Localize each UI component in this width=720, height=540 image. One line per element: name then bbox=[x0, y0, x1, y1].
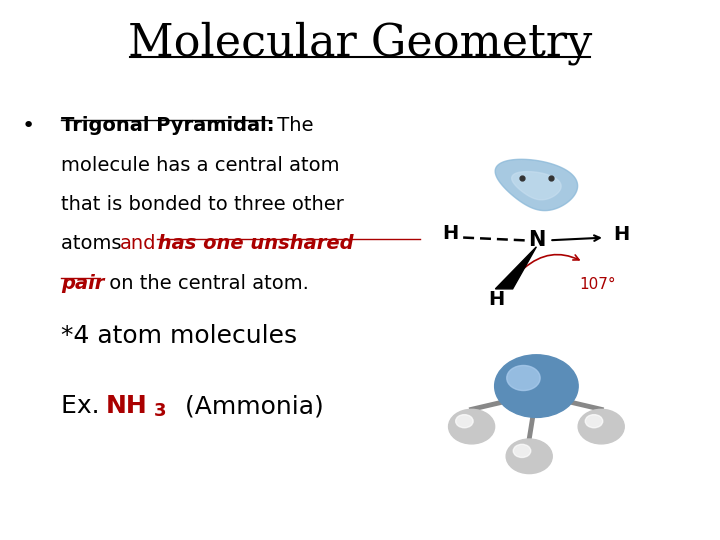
Text: H: H bbox=[489, 290, 505, 309]
Text: and: and bbox=[120, 234, 157, 253]
Text: atoms: atoms bbox=[61, 234, 128, 253]
Text: molecule has a central atom: molecule has a central atom bbox=[61, 156, 340, 174]
Text: •: • bbox=[22, 116, 35, 136]
Text: Trigonal Pyramidal:: Trigonal Pyramidal: bbox=[61, 116, 275, 135]
Circle shape bbox=[513, 444, 531, 457]
Circle shape bbox=[585, 415, 603, 428]
Text: (Ammonia): (Ammonia) bbox=[169, 394, 324, 418]
Circle shape bbox=[506, 439, 552, 474]
Text: H: H bbox=[613, 225, 629, 245]
Polygon shape bbox=[495, 247, 536, 289]
Polygon shape bbox=[495, 159, 577, 211]
Polygon shape bbox=[512, 172, 561, 200]
Circle shape bbox=[456, 415, 473, 428]
Text: on the central atom.: on the central atom. bbox=[103, 274, 309, 293]
Text: 3: 3 bbox=[153, 402, 166, 420]
Text: Ex.: Ex. bbox=[61, 394, 108, 418]
Text: *4 atom molecules: *4 atom molecules bbox=[61, 324, 297, 348]
Circle shape bbox=[449, 409, 495, 444]
Text: that is bonded to three other: that is bonded to three other bbox=[61, 195, 344, 214]
Circle shape bbox=[507, 366, 540, 390]
Text: The: The bbox=[271, 116, 314, 135]
Text: 107°: 107° bbox=[580, 277, 616, 292]
Text: has one unshared: has one unshared bbox=[151, 234, 354, 253]
Text: NH: NH bbox=[106, 394, 148, 418]
Text: N: N bbox=[528, 230, 545, 251]
Text: pair: pair bbox=[61, 274, 104, 293]
Circle shape bbox=[495, 355, 578, 417]
Circle shape bbox=[578, 409, 624, 444]
Text: Molecular Geometry: Molecular Geometry bbox=[128, 22, 592, 65]
Text: H: H bbox=[442, 224, 458, 243]
